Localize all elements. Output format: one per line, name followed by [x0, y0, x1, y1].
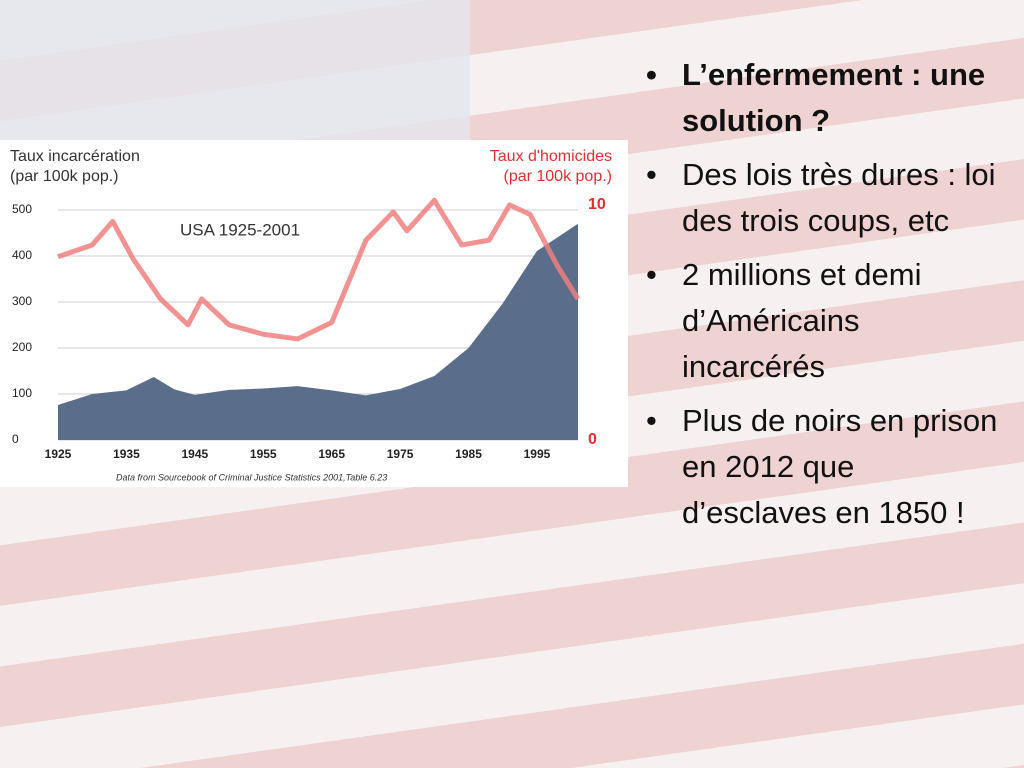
incarceration-area: [58, 223, 578, 440]
x-tick-label: 1925: [45, 447, 72, 461]
y-axis-label: Taux incarcération: [10, 148, 140, 165]
y-tick-label: 100: [12, 386, 32, 400]
y2-tick-label: 10: [588, 196, 606, 213]
y-tick-label: 400: [12, 248, 32, 262]
x-tick-label: 1935: [113, 447, 140, 461]
bullet: 2 millions et demi d’Américains incarcér…: [646, 252, 1000, 390]
y-axis-label: (par 100k pop.): [10, 168, 119, 185]
x-tick-label: 1975: [387, 447, 414, 461]
x-tick-label: 1965: [318, 447, 345, 461]
y-tick-label: 300: [12, 294, 32, 308]
bullet-list: L’enfermement : une solution ?Des lois t…: [640, 52, 1000, 544]
y-tick-label: 200: [12, 340, 32, 354]
y2-tick-label: 0: [588, 431, 597, 448]
bullet: L’enfermement : une solution ?: [646, 52, 1000, 144]
chart: 0 100 200 300 400 500 0 10 1925 1935 1945 1955 1965 1…: [0, 140, 628, 487]
homicide-line: [57, 197, 581, 342]
bullet: Plus de noirs en prison en 2012 que d’es…: [646, 398, 1000, 536]
annotation: USA 1925-2001: [180, 220, 300, 239]
y2-axis-label: Taux d'homicides: [490, 148, 612, 165]
y-tick-label: 500: [12, 202, 32, 216]
source-note: Data from Sourcebook of Criminal Justice…: [116, 472, 387, 482]
y-tick-label: 0: [12, 432, 19, 446]
y2-axis-label: (par 100k pop.): [503, 168, 612, 185]
bullet: Des lois très dures : loi des trois coup…: [646, 152, 1000, 244]
x-tick-label: 1995: [524, 447, 551, 461]
x-tick-label: 1945: [181, 447, 208, 461]
x-tick-label: 1955: [250, 447, 277, 461]
x-tick-label: 1985: [455, 447, 482, 461]
